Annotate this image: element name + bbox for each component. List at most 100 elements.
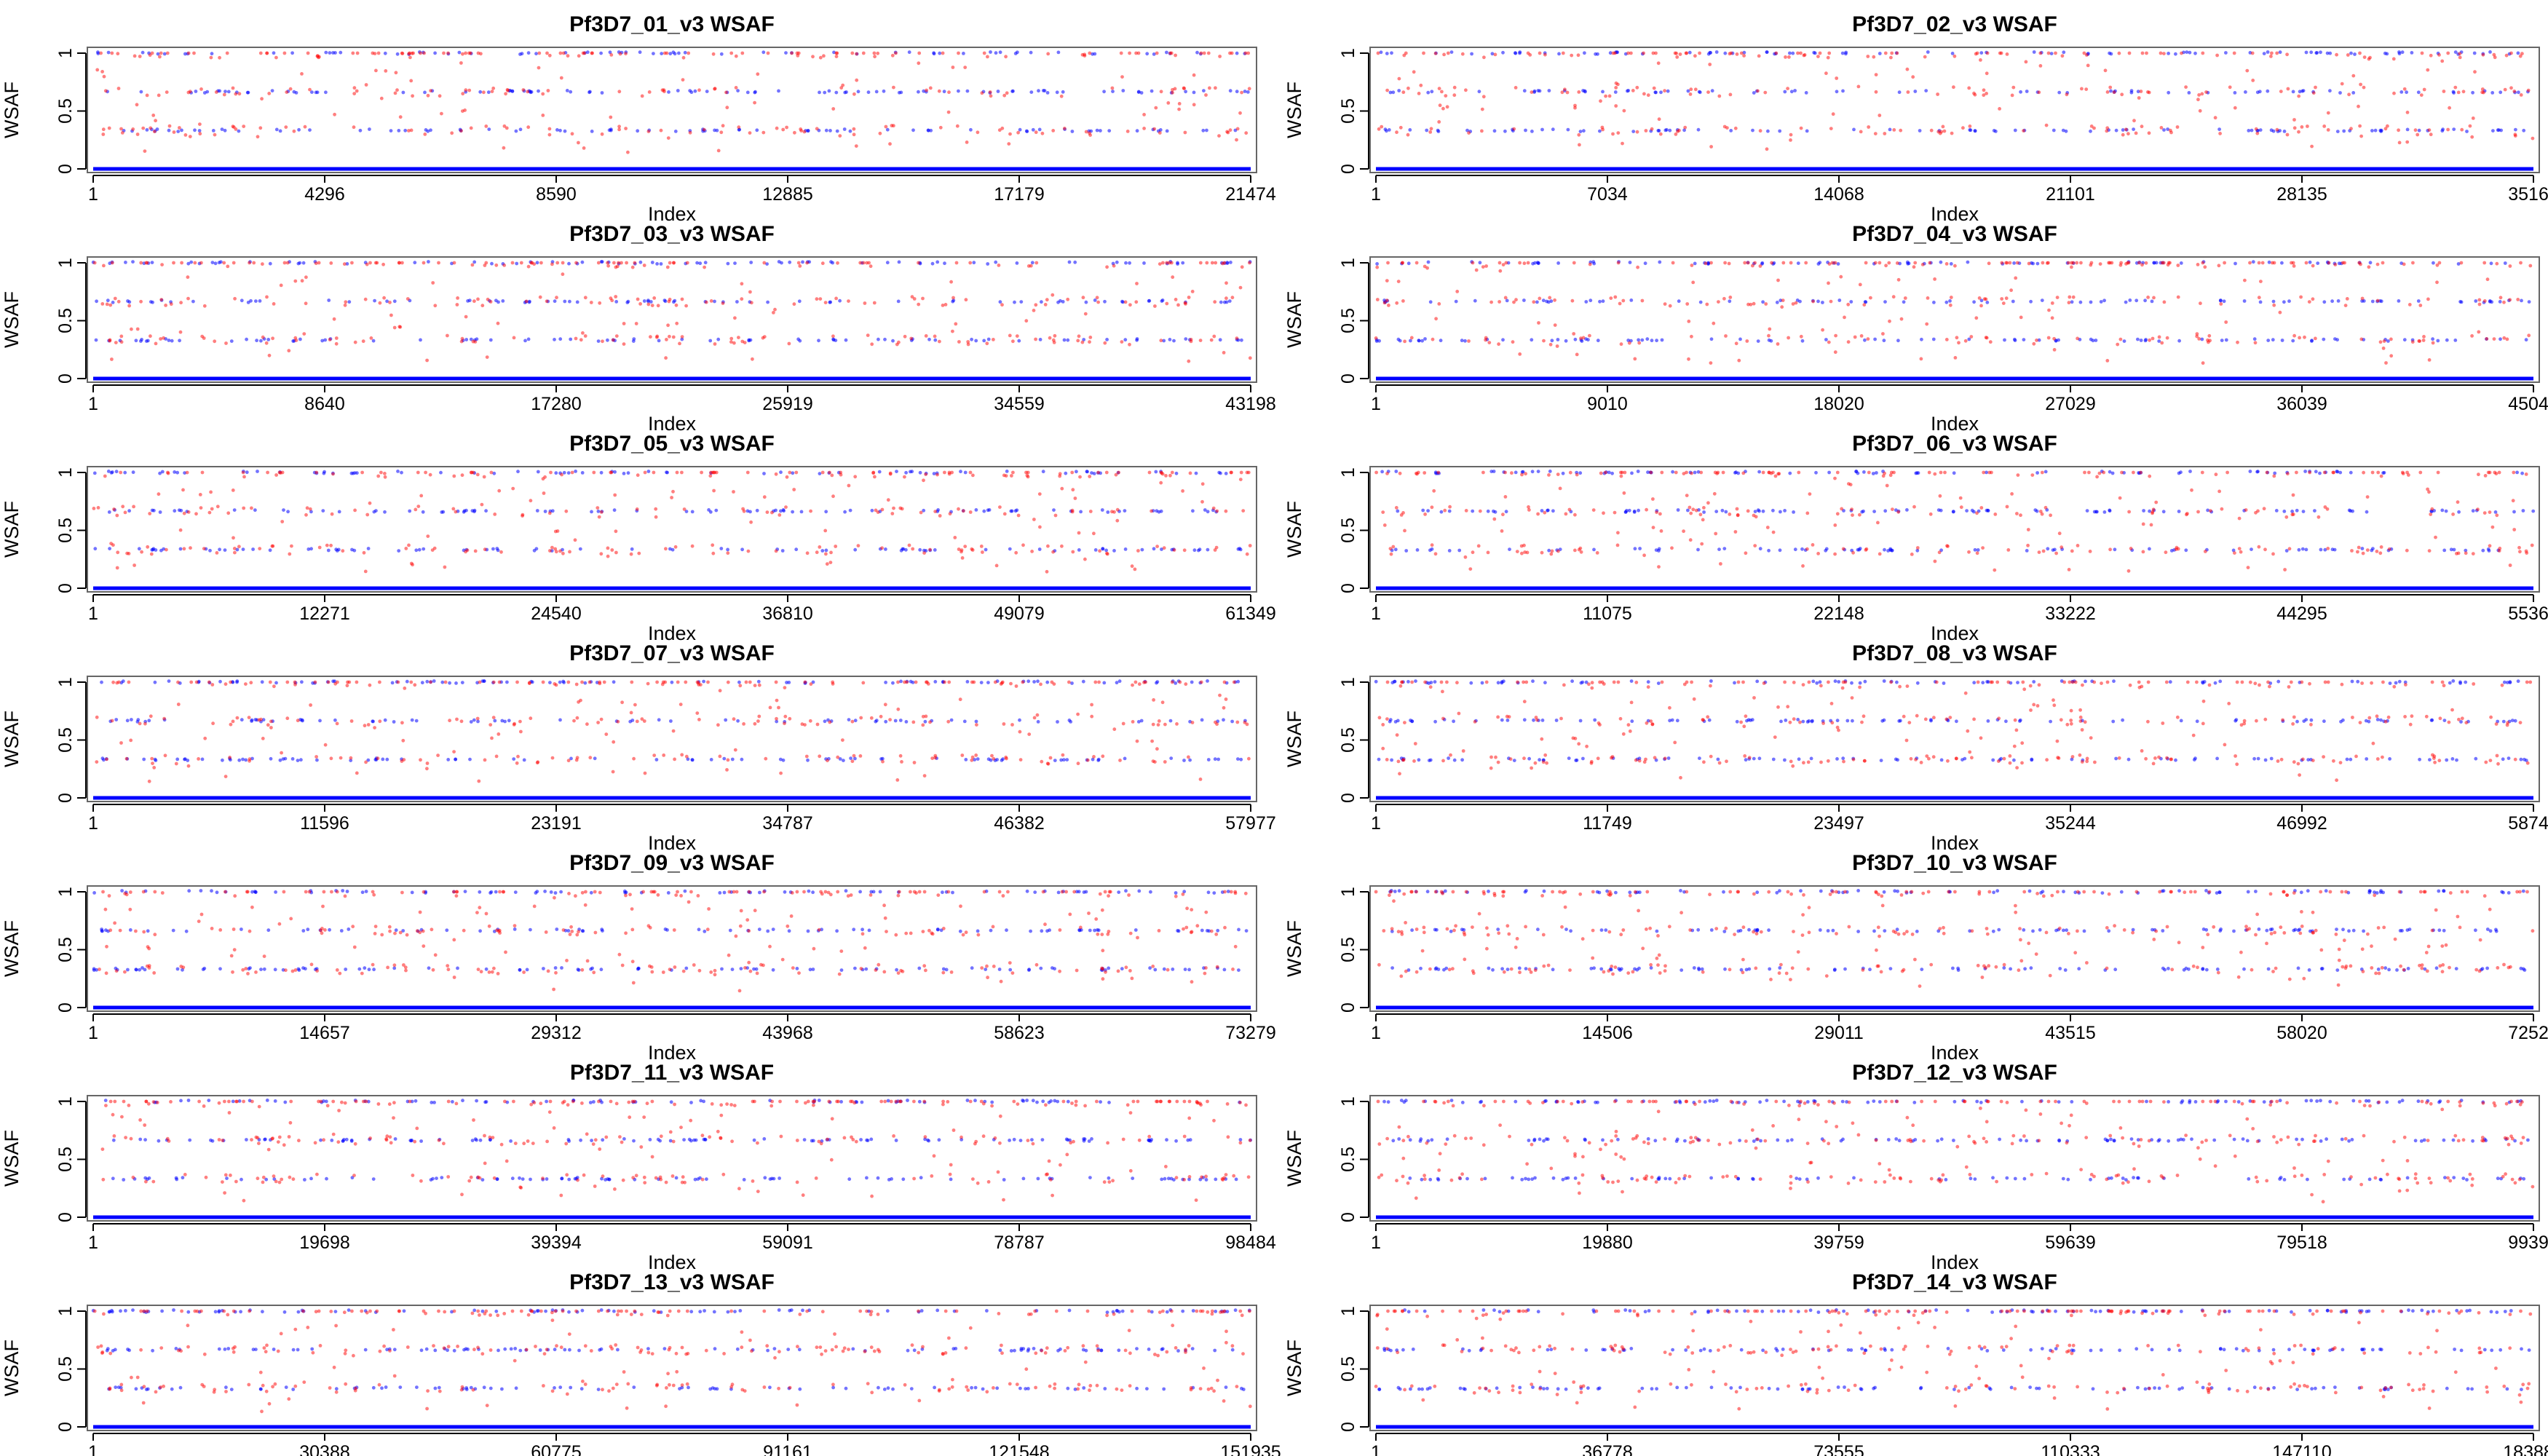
data-point — [903, 334, 907, 339]
data-point — [1878, 52, 1882, 55]
data-point — [1027, 732, 1032, 736]
data-point — [1487, 341, 1492, 344]
data-point — [2258, 683, 2261, 687]
data-point — [520, 52, 524, 56]
data-point — [1858, 681, 1862, 685]
data-point — [1985, 91, 1989, 95]
data-point — [753, 90, 757, 94]
data-point — [1503, 470, 1508, 475]
data-point — [1200, 482, 1205, 486]
data-point — [2200, 92, 2204, 96]
data-point — [1088, 340, 1091, 344]
data-point — [478, 90, 483, 94]
data-point — [2253, 681, 2258, 686]
data-point — [1192, 103, 1196, 107]
data-point — [635, 719, 639, 724]
data-point — [2491, 129, 2495, 133]
data-point — [1616, 261, 1621, 265]
data-point — [1168, 473, 1172, 478]
data-point — [1077, 334, 1081, 339]
data-point — [1882, 679, 1886, 683]
data-point — [2405, 548, 2409, 553]
data-point — [673, 545, 678, 549]
data-point — [888, 718, 892, 721]
data-point — [1490, 52, 1495, 56]
data-point — [1789, 138, 1792, 142]
data-point — [1230, 296, 1235, 300]
scatter-points — [1376, 50, 2535, 151]
data-point — [974, 753, 978, 757]
x-tick-label: 57977 — [1225, 813, 1276, 834]
data-point — [858, 754, 863, 758]
data-point — [1032, 518, 1036, 521]
data-point — [1036, 679, 1040, 684]
data-point — [555, 128, 559, 132]
data-point — [577, 141, 580, 145]
data-point — [2227, 702, 2231, 705]
data-point — [740, 547, 744, 552]
data-point — [877, 337, 880, 341]
data-point — [687, 51, 691, 55]
data-point — [1187, 359, 1191, 363]
data-point — [843, 90, 847, 95]
data-point — [637, 551, 641, 555]
data-point — [1172, 548, 1176, 552]
data-point — [1083, 312, 1088, 316]
data-point — [1061, 300, 1065, 304]
data-point — [375, 261, 379, 265]
data-point — [381, 757, 385, 761]
data-point — [1160, 700, 1165, 705]
data-point — [249, 681, 253, 685]
data-point — [2311, 91, 2316, 95]
data-point — [948, 512, 952, 516]
data-point — [588, 756, 593, 760]
data-point — [1398, 684, 1403, 688]
data-point — [349, 756, 353, 760]
data-point — [198, 132, 202, 136]
data-point — [1433, 680, 1437, 684]
data-point — [241, 547, 245, 551]
data-point — [849, 756, 852, 760]
x-axis-label: Index — [1931, 622, 1979, 644]
data-point — [1786, 705, 1790, 709]
data-point — [1375, 265, 1380, 269]
data-point — [1686, 508, 1690, 513]
data-point — [108, 303, 113, 307]
data-point — [1762, 681, 1766, 685]
data-point — [115, 681, 119, 685]
data-point — [1484, 338, 1487, 342]
data-point — [1112, 549, 1116, 553]
data-point — [185, 470, 189, 475]
data-point — [456, 296, 459, 300]
data-point — [672, 261, 676, 265]
data-point — [1892, 470, 1896, 475]
data-point — [1911, 75, 1915, 79]
data-point — [1043, 303, 1048, 306]
data-point — [545, 299, 549, 304]
data-point — [457, 50, 462, 55]
data-point — [736, 719, 740, 723]
data-point — [675, 321, 679, 325]
data-point — [583, 681, 587, 685]
data-point — [1933, 472, 1937, 476]
data-point — [1139, 91, 1144, 95]
data-point — [708, 474, 713, 478]
data-point — [1432, 488, 1436, 493]
data-point — [818, 297, 823, 301]
data-point — [917, 261, 920, 265]
data-point — [1693, 470, 1697, 475]
data-point — [2271, 299, 2276, 304]
data-point — [1029, 90, 1034, 94]
data-point — [1375, 298, 1380, 301]
data-point — [1754, 515, 1758, 519]
scatter-points — [1374, 260, 2533, 365]
data-point — [663, 680, 668, 684]
data-point — [1471, 261, 1475, 265]
data-point — [1542, 339, 1546, 343]
data-point — [1235, 720, 1240, 724]
data-point — [2357, 545, 2361, 550]
data-point — [709, 758, 713, 761]
data-point — [1570, 53, 1574, 58]
data-point — [1013, 509, 1018, 513]
